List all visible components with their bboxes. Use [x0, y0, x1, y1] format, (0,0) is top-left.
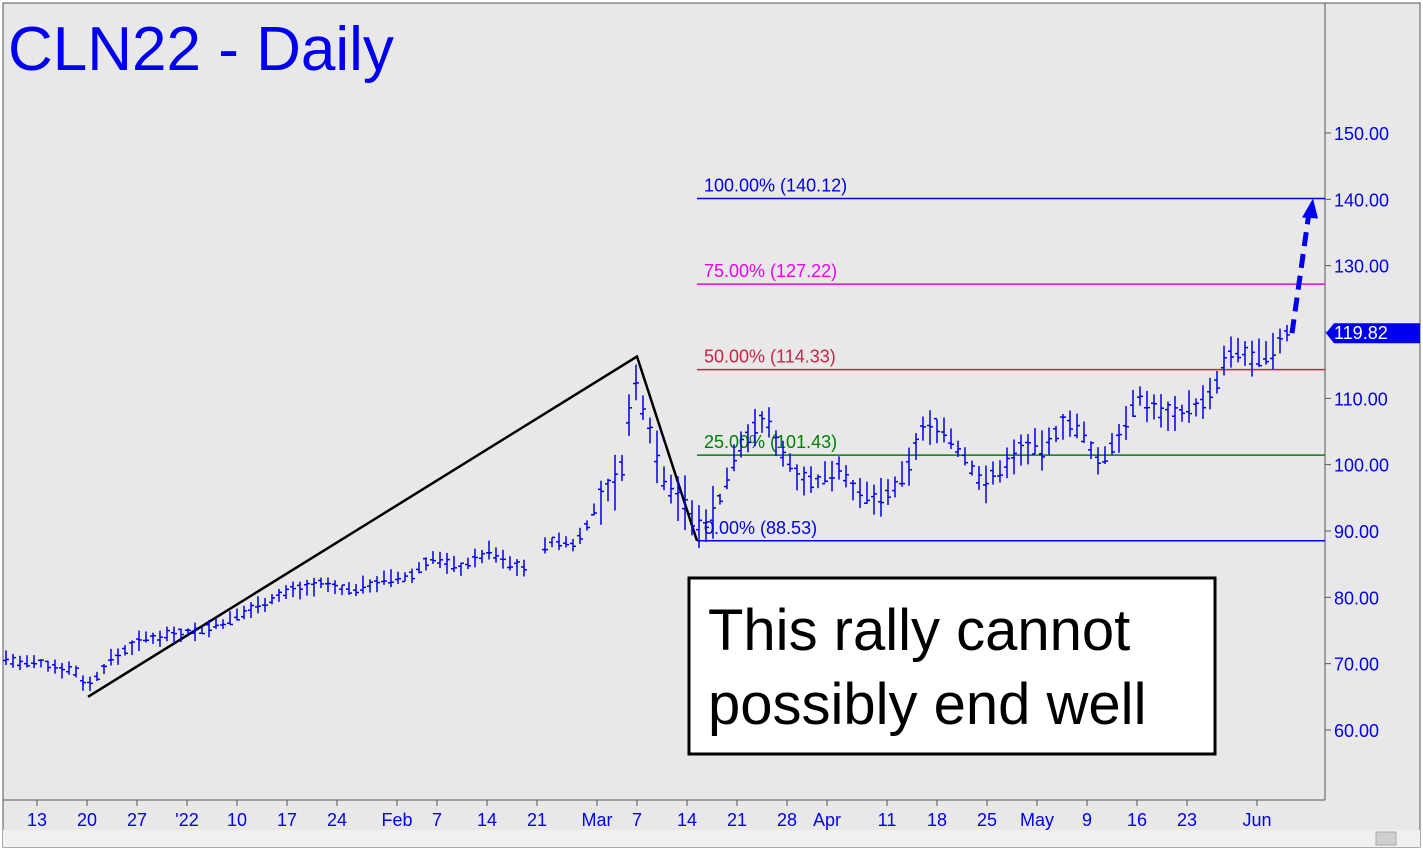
fib-level-label: 25.00% (101.43)	[704, 432, 837, 452]
last-price-tag: 119.82	[1326, 323, 1420, 344]
last-price-label: 119.82	[1334, 323, 1388, 343]
horizontal-scrollbar[interactable]	[3, 830, 1420, 847]
annotation-line-2: possibly end well	[708, 672, 1146, 737]
abc-pattern	[87, 354, 699, 698]
x-tick-label: Feb	[381, 810, 412, 830]
y-tick-label: 130.00	[1334, 257, 1389, 277]
x-tick-label: 14	[677, 810, 697, 830]
x-tick-label: 21	[527, 810, 547, 830]
fib-level-label: 50.00% (114.33)	[704, 347, 836, 367]
chart-title: CLN22 - Daily	[8, 15, 394, 84]
projection-line	[1289, 212, 1312, 334]
x-tick-label: Mar	[582, 810, 613, 830]
last-price-marker	[1326, 323, 1420, 344]
y-tick-label: 110.00	[1334, 389, 1388, 409]
x-tick-label: 9	[1082, 810, 1092, 830]
x-tick-label: 27	[127, 810, 147, 830]
y-tick-label: 70.00	[1334, 655, 1379, 675]
y-axis: 150.00140.00130.00120.00110.00100.0090.0…	[1325, 124, 1389, 741]
x-tick-label: 21	[727, 810, 747, 830]
fib-level-label: 0.00% (88.53)	[704, 518, 817, 538]
fib-level-label: 75.00% (127.22)	[704, 261, 837, 281]
x-tick-label: May	[1020, 810, 1054, 830]
y-tick-label: 80.00	[1334, 588, 1379, 608]
x-tick-label: 24	[327, 810, 347, 830]
fibonacci-levels: 100.00% (140.12) 75.00% (127.22) 50.00% (1…	[697, 176, 1325, 542]
x-tick-label: 18	[927, 810, 947, 830]
y-tick-label: 100.00	[1334, 456, 1389, 476]
annotation-box	[687, 576, 1217, 756]
y-tick-label: 90.00	[1334, 522, 1379, 542]
x-tick-label: 23	[1177, 810, 1197, 830]
x-tick-label: 14	[477, 810, 497, 830]
annotation: This rally cannot possibly end well	[687, 576, 1217, 756]
x-tick-label: 16	[1127, 810, 1147, 830]
x-axis: 13 20 27 '22 10 17 24 Feb 7 14 21 Mar 7 14 21 28 Apr 11 18…	[27, 800, 1272, 830]
y-tick-label: 60.00	[1334, 721, 1379, 741]
fib-level-label: 100.00% (140.12)	[704, 176, 847, 196]
scrollbar-thumb[interactable]	[1375, 831, 1397, 846]
x-tick-label: 28	[777, 810, 797, 830]
x-tick-label: 10	[227, 810, 247, 830]
x-tick-label: '22	[175, 810, 198, 830]
y-tick-label: 150.00	[1334, 124, 1389, 144]
price-bars	[3, 324, 1290, 691]
x-tick-label: 20	[77, 810, 97, 830]
x-tick-label: 7	[432, 810, 442, 830]
y-tick-label: 140.00	[1334, 190, 1389, 210]
x-tick-label: 25	[977, 810, 997, 830]
projection-arrowhead	[1302, 198, 1318, 219]
x-tick-label: 17	[277, 810, 297, 830]
abc-pattern-line	[87, 354, 699, 698]
x-tick-label: 7	[632, 810, 642, 830]
annotation-line-1: This rally cannot	[708, 598, 1130, 663]
x-tick-label: 11	[878, 810, 897, 830]
x-tick-label: Apr	[813, 810, 841, 830]
projection-arrow	[1289, 198, 1318, 334]
x-tick-label: 13	[27, 810, 47, 830]
x-tick-label: Jun	[1242, 810, 1271, 830]
